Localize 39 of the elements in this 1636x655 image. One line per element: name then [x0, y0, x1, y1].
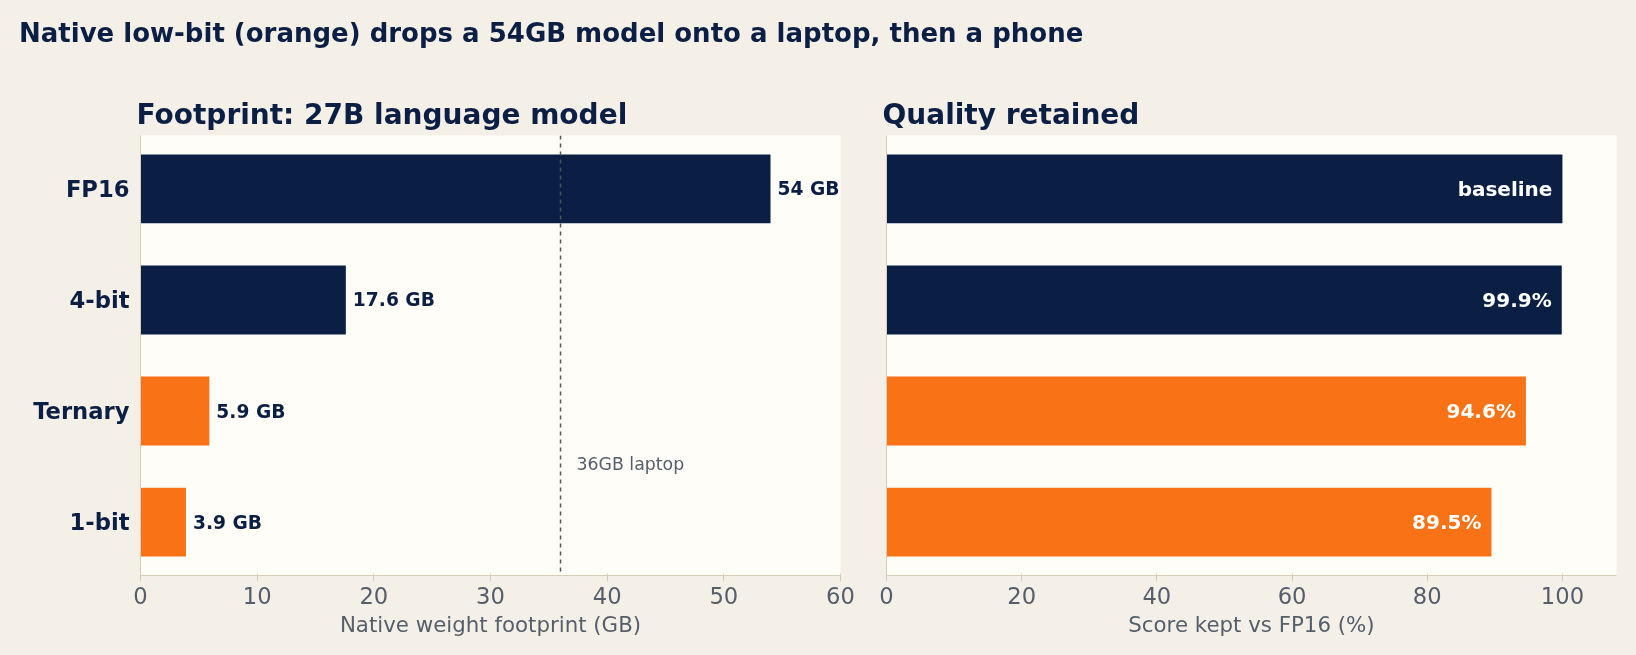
bar	[886, 487, 1492, 557]
y-tick-label: 4-bit	[69, 286, 130, 313]
x-axis-title: Score kept vs FP16 (%)	[1128, 611, 1375, 637]
y-tick-label: 1-bit	[69, 509, 130, 536]
x-tick-label: 30	[476, 582, 505, 609]
x-tick-label: 10	[242, 582, 272, 609]
bar	[140, 376, 210, 446]
chart-title: Native low-bit (orange) drops a 54GB model onto a laptop, then a phone	[19, 17, 1084, 50]
x-tick-label: 100	[1540, 582, 1585, 609]
data-label: 89.5%	[1412, 510, 1482, 535]
x-tick-label: 50	[709, 582, 739, 609]
x-tick-label: 80	[1412, 582, 1442, 609]
x-tick-label: 60	[826, 582, 855, 609]
x-tick-label: 60	[1277, 582, 1307, 609]
bar	[886, 154, 1563, 224]
x-tick-label: 40	[1142, 582, 1172, 609]
chart-subtitle: Quality retained	[882, 97, 1140, 131]
data-label: 94.6%	[1446, 399, 1516, 424]
data-label: 54 GB	[777, 178, 840, 200]
x-tick-label: 20	[1007, 582, 1037, 609]
x-axis-title: Native weight footprint (GB)	[339, 611, 642, 637]
data-label: 17.6 GB	[352, 289, 435, 311]
ref-line-label: 36GB laptop	[576, 454, 685, 475]
data-label: 5.9 GB	[216, 400, 286, 422]
y-tick-label: Ternary	[33, 398, 130, 425]
chart-subtitle: Footprint: 27B language model	[136, 97, 628, 131]
bar	[140, 487, 186, 557]
x-tick-label: 0	[879, 582, 894, 609]
data-label: baseline	[1457, 176, 1553, 201]
y-tick-label: FP16	[65, 175, 130, 202]
data-label: 3.9 GB	[193, 511, 263, 533]
bar	[140, 265, 346, 335]
bar	[886, 376, 1526, 446]
x-tick-label: 0	[133, 582, 148, 609]
data-label: 99.9%	[1482, 287, 1552, 312]
bar	[886, 265, 1562, 335]
x-tick-label: 40	[592, 582, 622, 609]
x-tick-label: 20	[359, 582, 389, 609]
bar	[140, 154, 771, 224]
